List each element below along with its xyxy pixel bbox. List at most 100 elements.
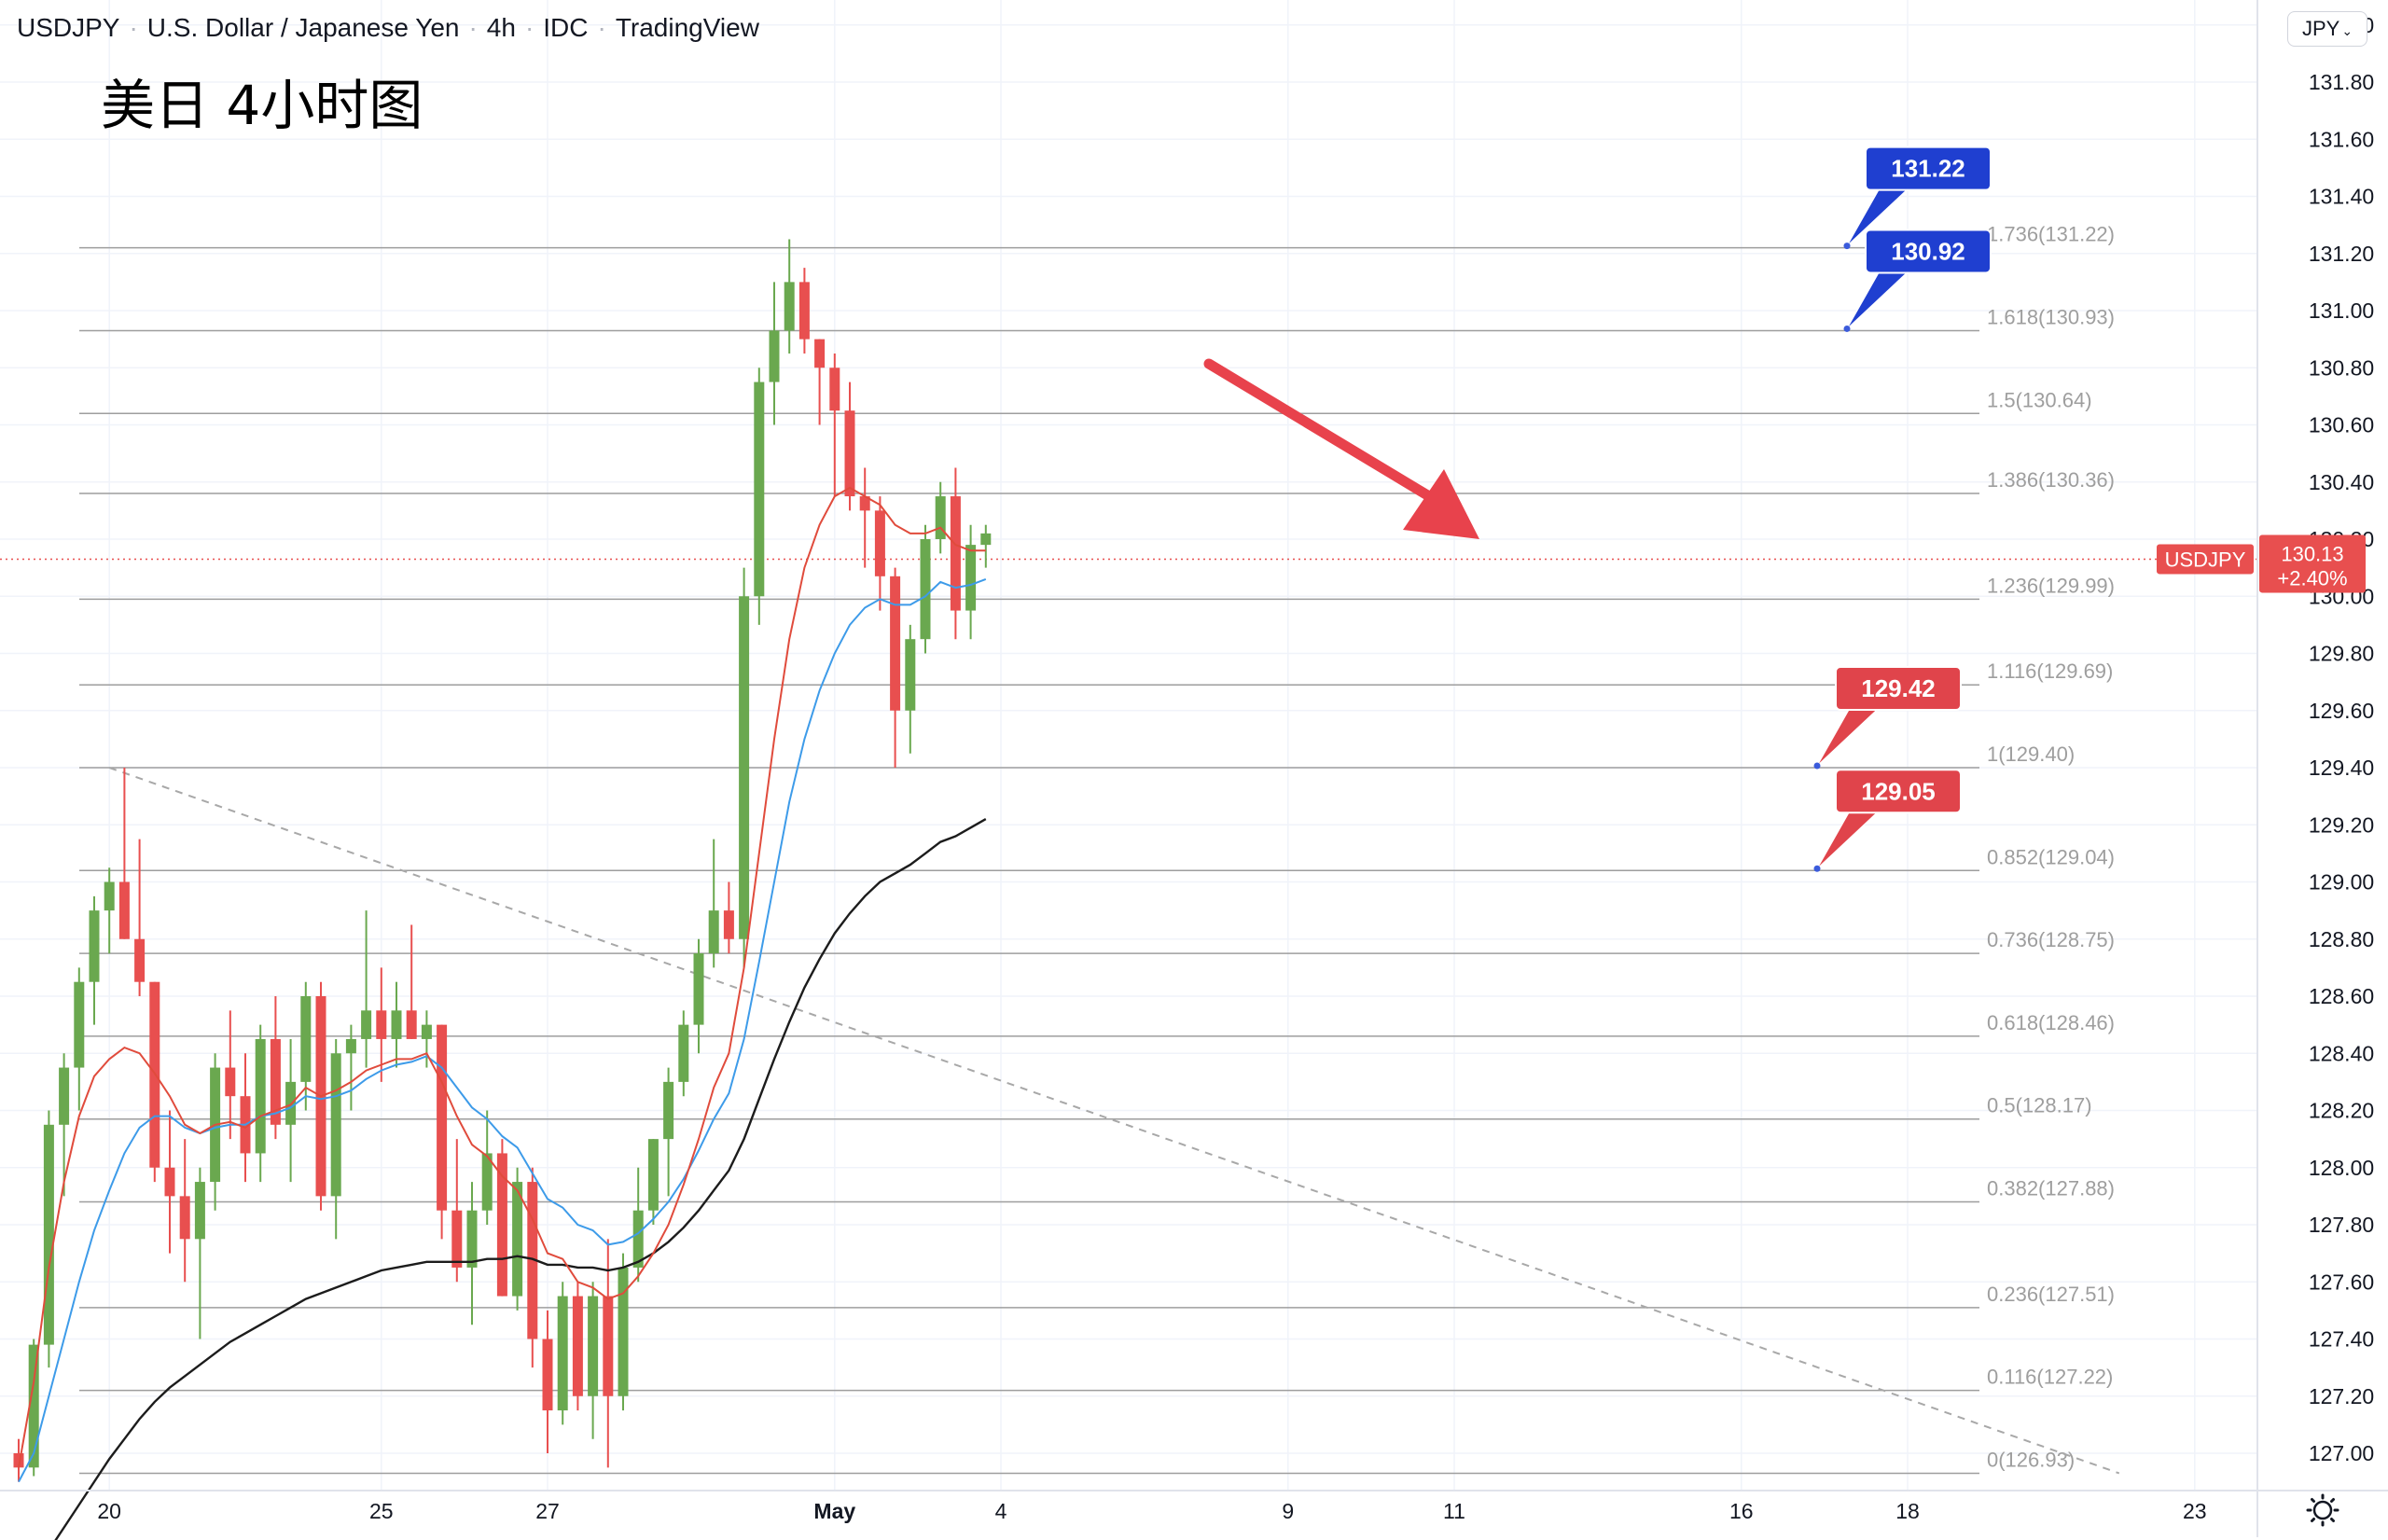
fib-level-label: 1.5(130.64)	[1987, 388, 2092, 411]
candle-body	[451, 1210, 463, 1268]
time-tick-label: 11	[1443, 1499, 1465, 1523]
price-tick-label: 127.80	[2309, 1213, 2374, 1237]
candle-body	[437, 1024, 448, 1211]
price-tick-label: 129.00	[2309, 870, 2374, 895]
fib-level-label: 1.736(131.22)	[1987, 223, 2115, 246]
price-tick-label: 131.40	[2309, 185, 2374, 209]
candle-body	[527, 1182, 538, 1339]
ema-fast-line	[18, 486, 986, 1468]
fib-level-label: 1.386(130.36)	[1987, 468, 2115, 492]
price-axis: 127.00 127.20 127.40 127.60 127.80 128.00 128.…	[2309, 13, 2374, 1465]
callout-price-label: 129.05	[1861, 777, 1936, 805]
down-arrow-annotation	[1203, 358, 1479, 539]
fib-level-label: 1.116(129.69)	[1987, 659, 2113, 683]
candle-body	[496, 1153, 507, 1297]
candle-body	[89, 910, 100, 982]
candle-body	[603, 1296, 614, 1396]
fib-level-label: 1.618(130.93)	[1987, 305, 2115, 328]
fib-level-label: 0.382(127.88)	[1987, 1177, 2115, 1200]
ema-slow-line	[54, 818, 987, 1540]
price-tick-label: 130.80	[2309, 355, 2374, 380]
candle-body	[632, 1210, 644, 1268]
fib-level-label: 0(126.93)	[1987, 1448, 2075, 1471]
callout-price-label: 131.22	[1891, 155, 1965, 183]
interval-label[interactable]: 4h	[486, 13, 516, 42]
candle-body	[376, 1010, 387, 1039]
callout-box	[1865, 229, 1992, 274]
data-source: IDC	[543, 13, 589, 42]
time-tick-label: 23	[2183, 1499, 2207, 1523]
price-tick-label: 128.80	[2309, 927, 2374, 951]
chart-grid	[0, 0, 2257, 1491]
candle-body	[814, 339, 826, 368]
price-tick-label: 131.00	[2309, 298, 2374, 323]
price-tick-label: 127.60	[2309, 1269, 2374, 1294]
candle-body	[723, 910, 734, 939]
candle-body	[104, 881, 115, 911]
fib-level-label: 1.236(129.99)	[1987, 574, 2115, 597]
callout-anchor	[1843, 325, 1851, 332]
callout-pointer	[1816, 709, 1879, 767]
candle-body	[769, 330, 780, 382]
price-tick-label: 127.20	[2309, 1384, 2374, 1408]
price-axis-background	[2257, 0, 2388, 1502]
candle-body	[754, 382, 765, 597]
candle-body	[164, 1167, 175, 1197]
candle-body	[980, 533, 992, 546]
price-tick-label: 131.20	[2309, 242, 2374, 266]
settings-gear-icon[interactable]	[2306, 1493, 2339, 1527]
arrow-head	[1403, 469, 1479, 539]
candle-body	[512, 1182, 523, 1297]
symbol-tag-label: USDJPY	[2165, 548, 2246, 571]
callout-anchor	[1843, 243, 1851, 250]
candle-body	[225, 1067, 236, 1097]
dashed-trendline	[108, 767, 2120, 1475]
fib-level-label: 0.116(127.22)	[1987, 1366, 2113, 1389]
callout-box	[1835, 666, 1962, 711]
fib-level-label: 0.736(128.75)	[1987, 928, 2115, 951]
candlesticks	[13, 239, 992, 1482]
currency-selector[interactable]: JPY ⌄	[2287, 11, 2367, 47]
callout-price-label: 130.92	[1891, 237, 1965, 265]
candle-body	[739, 596, 750, 939]
symbol-label[interactable]: USDJPY	[17, 13, 120, 42]
fib-level-label: 0.852(129.04)	[1987, 845, 2115, 868]
price-tick-label: 129.20	[2309, 812, 2374, 837]
fib-level-label: 0.618(128.46)	[1987, 1011, 2115, 1034]
candle-body	[588, 1296, 599, 1396]
time-tick-label: 18	[1895, 1499, 1920, 1523]
price-tick-label: 131.60	[2309, 127, 2374, 151]
price-tick-label: 127.00	[2309, 1441, 2374, 1465]
current-price-tag: USDJPY 130.13+2.40%	[2157, 534, 2366, 593]
ema-mid-line	[18, 577, 987, 1483]
price-callouts: 131.22 130.92 129.42 129.05	[1813, 146, 1992, 872]
chart-header[interactable]: USDJPY · U.S. Dollar / Japanese Yen · 4h · IDC…	[17, 13, 759, 42]
price-tick-label: 129.80	[2309, 642, 2374, 666]
price-tick-label: 128.60	[2309, 984, 2374, 1008]
candle-body	[557, 1296, 568, 1411]
time-tick-label: 20	[97, 1499, 121, 1523]
candle-body	[194, 1182, 205, 1240]
candle-body	[647, 1139, 659, 1211]
price-tick-label: 131.80	[2309, 70, 2374, 94]
candle-body	[74, 981, 85, 1068]
price-tag-change: +2.40%	[2277, 566, 2347, 590]
candle-body	[406, 1010, 417, 1039]
candle-body	[255, 1038, 266, 1154]
callout-price-label: 129.42	[1861, 674, 1936, 702]
time-tick-label: 25	[369, 1499, 394, 1523]
callout-pointer	[1846, 271, 1909, 329]
candle-body	[663, 1081, 674, 1140]
candle-body	[134, 938, 146, 982]
fib-level-label: 0.236(127.51)	[1987, 1283, 2115, 1306]
price-tick-label: 128.00	[2309, 1156, 2374, 1180]
arrow-shaft	[1203, 358, 1435, 502]
candle-body	[270, 1038, 281, 1125]
candle-body	[784, 282, 795, 331]
price-tick-label: 130.40	[2309, 470, 2374, 494]
candle-body	[361, 1010, 372, 1039]
candle-body	[300, 996, 312, 1082]
candle-body	[572, 1296, 583, 1396]
candle-body	[874, 510, 885, 576]
